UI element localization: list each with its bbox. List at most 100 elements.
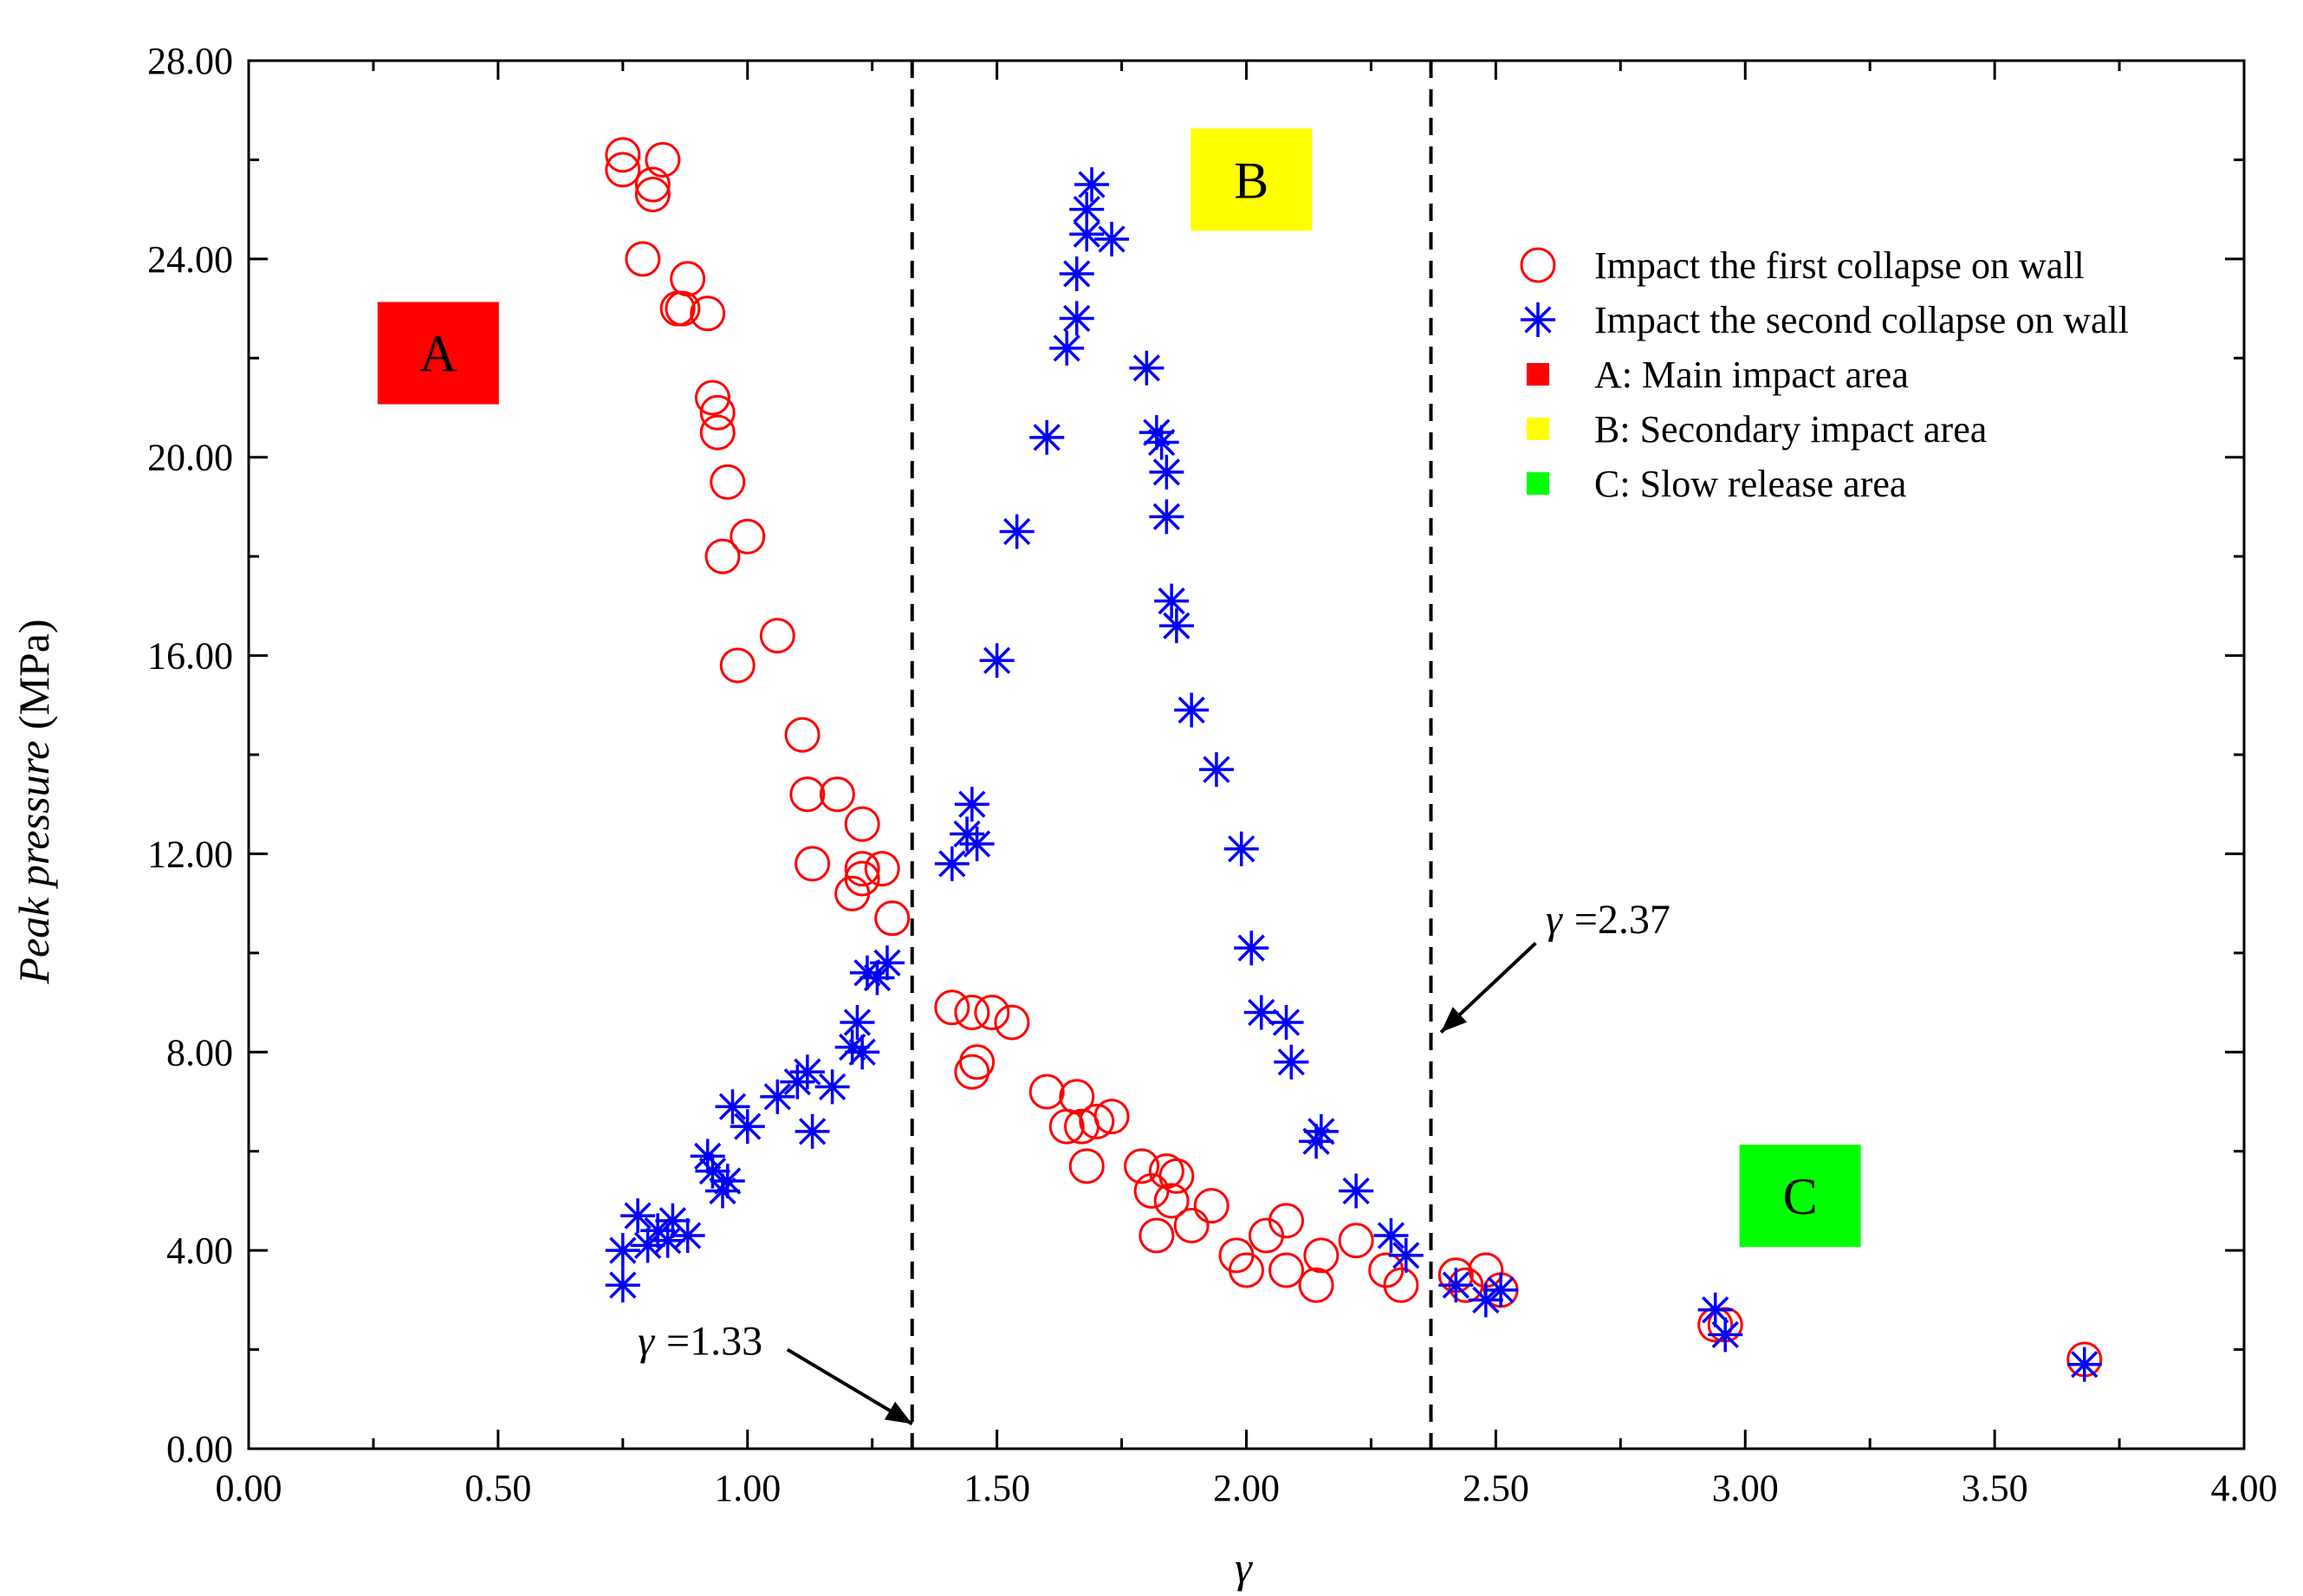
data-point-circle <box>690 295 726 332</box>
data-point-circle <box>784 717 821 753</box>
star-stroke <box>1377 1222 1405 1249</box>
data-point-circle <box>1303 1237 1340 1274</box>
annotation-label: γ =2.37 <box>1546 897 1670 943</box>
region-box <box>377 302 499 405</box>
data-point-star <box>999 514 1035 549</box>
star-stroke <box>1063 260 1091 288</box>
star-stroke <box>1163 612 1190 639</box>
star-stroke <box>1147 428 1176 457</box>
y-tick-label: 28.00 <box>147 40 233 82</box>
data-point-circle <box>795 846 831 882</box>
data-point-circle <box>699 414 736 451</box>
series-first-collapse <box>605 137 2103 1378</box>
star-stroke <box>2071 1351 2099 1379</box>
data-point-star <box>1198 752 1234 788</box>
star-stroke <box>839 1033 866 1061</box>
data-point-circle <box>1153 1183 1190 1219</box>
data-point-star <box>840 1004 875 1040</box>
legend: Impact the first collapse on wall Impact … <box>1520 244 2129 505</box>
data-point-circle <box>1048 1108 1085 1145</box>
data-point-star <box>845 1035 880 1070</box>
data-point-star <box>670 1217 705 1253</box>
x-tick-label: 0.50 <box>464 1467 531 1509</box>
star-stroke <box>734 1113 762 1140</box>
data-point-circle <box>1139 1217 1175 1254</box>
star-stroke <box>609 1271 637 1299</box>
data-point-star <box>934 846 970 881</box>
data-point-star <box>605 1268 640 1303</box>
data-point-circle <box>634 166 671 203</box>
data-point-star <box>1144 425 1179 460</box>
data-point-circle <box>1268 1203 1305 1239</box>
star-stroke <box>873 949 901 976</box>
star-stroke <box>694 1142 722 1171</box>
star-stroke <box>653 1227 682 1255</box>
star-stroke <box>1033 424 1061 451</box>
data-point-circle <box>1338 1223 1374 1259</box>
star-stroke <box>1392 1242 1420 1269</box>
data-point-circle <box>605 137 641 173</box>
data-point-star <box>1708 1317 1743 1353</box>
y-axis-title-main: Peak pressure <box>10 741 58 985</box>
star-stroke <box>1442 1271 1469 1299</box>
data-point-circle <box>670 261 706 297</box>
data-point-circle <box>994 1004 1030 1041</box>
star-stroke <box>1132 354 1160 382</box>
star-stroke <box>848 1038 876 1066</box>
data-point-star <box>730 1109 765 1145</box>
data-point-circle <box>710 464 746 500</box>
star-stroke <box>1073 220 1100 248</box>
data-point-circle <box>1079 1103 1115 1139</box>
legend-marker-square <box>1527 472 1549 495</box>
annotation-arrow-head <box>884 1401 912 1424</box>
legend-label: Impact the first collapse on wall <box>1594 244 2085 287</box>
data-point-star <box>1094 221 1130 256</box>
data-point-star <box>1243 995 1279 1030</box>
star-stroke <box>818 1073 847 1100</box>
data-point-star <box>715 1089 750 1125</box>
annotation-symbol: γ <box>638 1318 655 1364</box>
data-point-circle <box>934 989 970 1026</box>
data-point-circle <box>844 851 880 887</box>
data-point-star <box>1149 454 1184 490</box>
star-stroke <box>1177 696 1205 724</box>
data-point-star <box>1303 1113 1339 1149</box>
data-point-circle <box>974 995 1010 1031</box>
star-stroke <box>798 1118 827 1145</box>
region-c: C <box>1739 1145 1861 1248</box>
legend-marker-circle <box>1520 247 1556 283</box>
data-point-star <box>690 1139 725 1174</box>
star-stroke <box>1203 756 1230 783</box>
data-point-circle <box>694 380 730 416</box>
star-stroke <box>794 1058 821 1086</box>
data-point-star <box>795 1113 830 1149</box>
star-stroke <box>714 1167 742 1195</box>
legend-item: Impact the first collapse on wall <box>1520 244 2085 287</box>
threshold-annotations: γ =1.33γ =2.37 <box>638 897 1670 1426</box>
data-point-circle <box>1124 1148 1160 1184</box>
star-stroke <box>1307 1118 1335 1145</box>
data-point-star <box>1129 350 1164 386</box>
data-point-circle <box>1093 1099 1130 1135</box>
data-point-star <box>814 1069 850 1105</box>
data-point-star <box>1339 1173 1374 1209</box>
x-axis-title: γ <box>1235 1543 1253 1592</box>
data-point-star <box>1388 1237 1424 1273</box>
data-point-circle <box>605 152 641 188</box>
data-point-star <box>1059 256 1094 292</box>
region-box <box>1739 1145 1861 1248</box>
y-axis-title: Peak pressure (MPa) <box>10 619 58 984</box>
y-tick-label: 8.00 <box>166 1031 233 1074</box>
data-point-circle <box>959 1044 996 1080</box>
data-point-star <box>1149 499 1184 535</box>
data-point-circle <box>625 241 661 277</box>
data-point-star <box>1468 1282 1503 1318</box>
star-stroke <box>1152 458 1181 486</box>
data-point-circle <box>844 806 880 842</box>
data-point-circle <box>1383 1267 1419 1303</box>
star-stroke <box>1487 1276 1515 1304</box>
data-point-star <box>869 945 905 981</box>
data-point-star <box>605 1233 640 1268</box>
annotation-2: γ =2.37 <box>1439 897 1670 1034</box>
